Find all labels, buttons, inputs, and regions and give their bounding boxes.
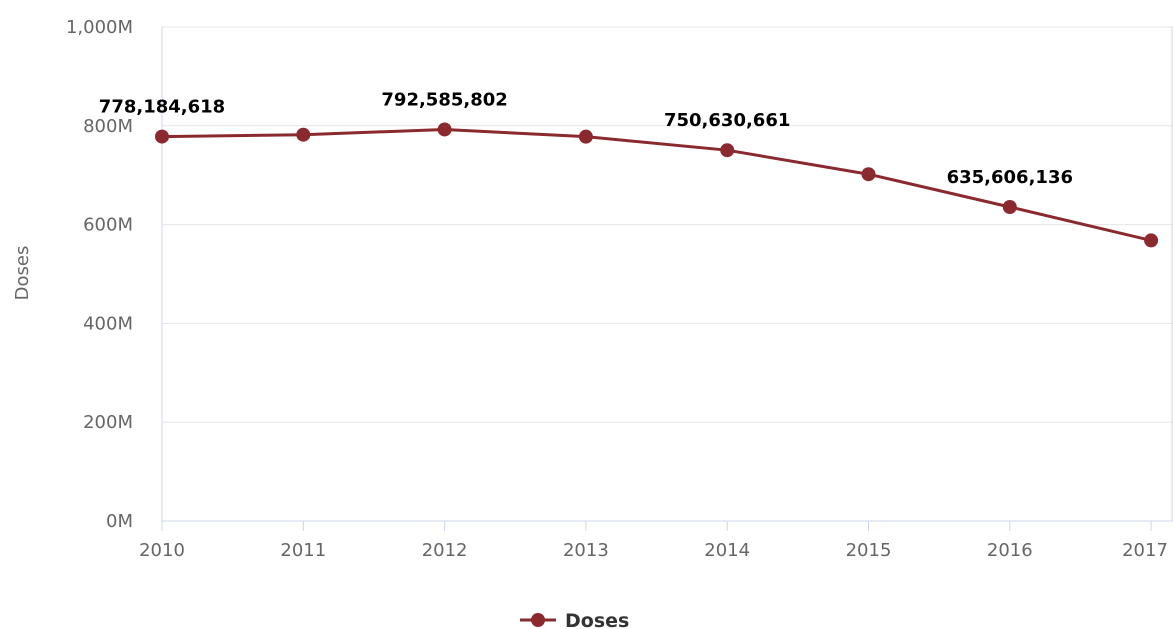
x-tick-label: 2015 (846, 540, 892, 561)
x-tick-label: 2013 (563, 540, 609, 561)
data-point (1002, 200, 1017, 215)
y-tick-label: 800M (83, 116, 133, 137)
series-line (161, 127, 1152, 242)
axes: 0M 200M 400M 600M 800M 1,000M 2010 2011 2012 2013… (66, 17, 1173, 561)
legend-label: Doses (565, 610, 629, 629)
x-tick-label: 2011 (280, 540, 326, 561)
data-label: 792,585,802 (381, 89, 507, 110)
data-point (861, 167, 876, 182)
data-point (437, 122, 452, 137)
y-tick-label: 1,000M (66, 17, 133, 38)
data-label: 635,606,136 (947, 167, 1073, 188)
legend-marker-icon (531, 613, 545, 627)
y-tick-label: 600M (83, 215, 133, 236)
data-label: 750,630,661 (664, 110, 790, 131)
data-label: 778,184,618 (99, 97, 225, 118)
data-point (578, 129, 593, 144)
data-point (720, 143, 735, 158)
data-point (296, 127, 311, 142)
data-labels: 778,184,618 792,585,802 750,630,661 635,606… (99, 89, 1073, 188)
y-axis-title: Doses (12, 246, 33, 301)
y-tick-label: 400M (83, 313, 133, 334)
x-tick-label: 2017 (1122, 540, 1168, 561)
y-tick-label: 0M (106, 511, 133, 532)
series-layer (155, 122, 1159, 248)
x-tick-label: 2010 (139, 540, 185, 561)
legend[interactable]: Doses (520, 610, 629, 629)
data-point (155, 129, 169, 144)
grid-lines (162, 26, 1173, 423)
x-tick-label: 2016 (987, 540, 1033, 561)
y-tick-label: 200M (83, 412, 133, 433)
data-point (1144, 233, 1159, 248)
x-tick-label: 2012 (422, 540, 468, 561)
x-tick-label: 2014 (704, 540, 750, 561)
